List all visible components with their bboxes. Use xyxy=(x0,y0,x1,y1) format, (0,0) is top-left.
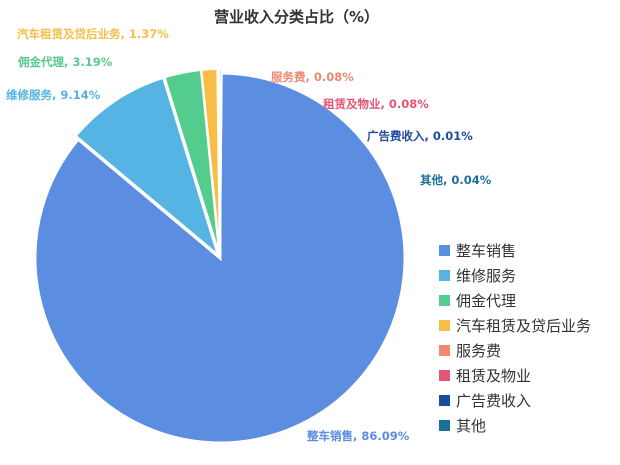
legend-swatch xyxy=(439,370,450,381)
data-label-服务费: 服务费, 0.08% xyxy=(271,70,354,84)
data-label-其他: 其他, 0.04% xyxy=(420,173,492,187)
legend-label: 维修服务 xyxy=(456,267,517,285)
legend-item-租赁及物业[interactable]: 租赁及物业 xyxy=(439,363,591,388)
legend-swatch xyxy=(439,395,450,406)
data-label-维修服务: 维修服务, 9.14% xyxy=(6,88,101,102)
legend-item-佣金代理[interactable]: 佣金代理 xyxy=(439,288,591,313)
chart-title: 营业收入分类占比（%） xyxy=(214,8,380,26)
legend-item-维修服务[interactable]: 维修服务 xyxy=(439,263,591,288)
legend-label: 佣金代理 xyxy=(456,292,517,310)
data-label-整车销售: 整车销售, 86.09% xyxy=(307,429,410,443)
legend-item-汽车租赁及贷后业务[interactable]: 汽车租赁及贷后业务 xyxy=(439,313,591,338)
legend-item-其他[interactable]: 其他 xyxy=(439,413,591,438)
legend-label: 其他 xyxy=(456,417,487,435)
legend-item-服务费[interactable]: 服务费 xyxy=(439,338,591,363)
legend-swatch xyxy=(439,295,450,306)
legend-label: 整车销售 xyxy=(456,242,517,260)
legend-swatch xyxy=(439,245,450,256)
data-label-租赁及物业: 租赁及物业, 0.08% xyxy=(323,97,429,111)
legend-swatch xyxy=(439,270,450,281)
legend-swatch xyxy=(439,320,450,331)
data-label-广告费收入: 广告费收入, 0.01% xyxy=(367,129,473,143)
data-label-汽车租赁及贷后业务: 汽车租赁及贷后业务, 1.37% xyxy=(17,27,169,41)
legend-label: 广告费收入 xyxy=(456,392,532,410)
legend-label: 服务费 xyxy=(456,342,502,360)
legend-label: 汽车租赁及贷后业务 xyxy=(456,317,592,335)
legend-label: 租赁及物业 xyxy=(456,367,532,385)
slice-其他[interactable] xyxy=(218,68,223,255)
data-label-佣金代理: 佣金代理, 3.19% xyxy=(18,55,113,69)
slice-维修服务[interactable] xyxy=(74,76,220,258)
legend-item-广告费收入[interactable]: 广告费收入 xyxy=(439,388,591,413)
legend-swatch xyxy=(439,345,450,356)
legend-item-整车销售[interactable]: 整车销售 xyxy=(439,238,591,263)
legend: 整车销售 维修服务 佣金代理 汽车租赁及贷后业务 服务费 租赁及物业 广告费收入… xyxy=(439,238,591,438)
slice-整车销售[interactable] xyxy=(33,71,407,445)
legend-swatch xyxy=(439,420,450,431)
